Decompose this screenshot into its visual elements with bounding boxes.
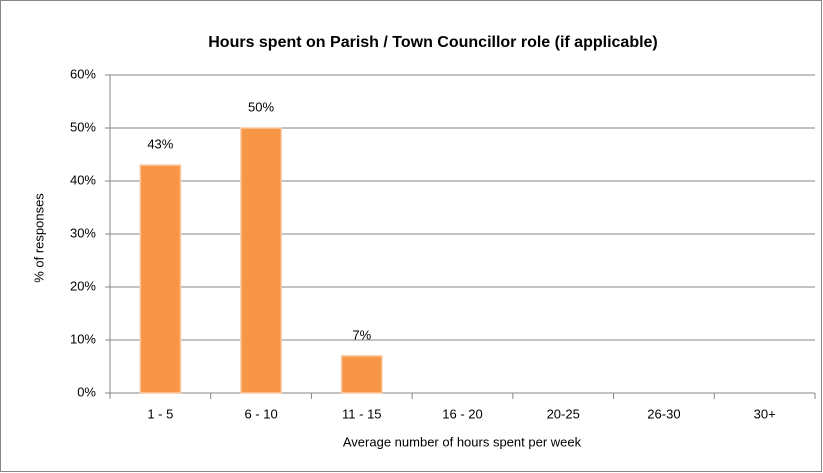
bar <box>340 355 383 394</box>
y-tick-label: 0% <box>77 384 96 399</box>
data-label: 7% <box>352 327 371 342</box>
x-tick-label: 11 - 15 <box>342 406 382 421</box>
chart-title: Hours spent on Parish / Town Councillor … <box>208 34 658 51</box>
data-label: 50% <box>248 99 274 114</box>
x-tick-label: 20-25 <box>547 406 580 421</box>
x-tick-label: 16 - 20 <box>442 406 482 421</box>
bar <box>139 164 182 394</box>
x-tick-label: 26-30 <box>647 406 680 421</box>
x-axis-label: Average number of hours spent per week <box>343 434 582 449</box>
data-label: 43% <box>147 137 173 152</box>
x-tick-label: 6 - 10 <box>244 406 277 421</box>
y-tick-label: 20% <box>70 278 96 293</box>
bar <box>240 127 282 394</box>
x-tick-label: 1 - 5 <box>147 406 173 421</box>
x-tick-label: 30+ <box>754 406 776 421</box>
y-tick-label: 10% <box>70 331 96 346</box>
y-tick-label: 50% <box>70 119 96 134</box>
y-tick-label: 60% <box>70 66 96 81</box>
y-tick-label: 30% <box>70 225 96 240</box>
y-tick-label: 40% <box>70 172 96 187</box>
y-axis-label: % of responses <box>31 193 46 283</box>
